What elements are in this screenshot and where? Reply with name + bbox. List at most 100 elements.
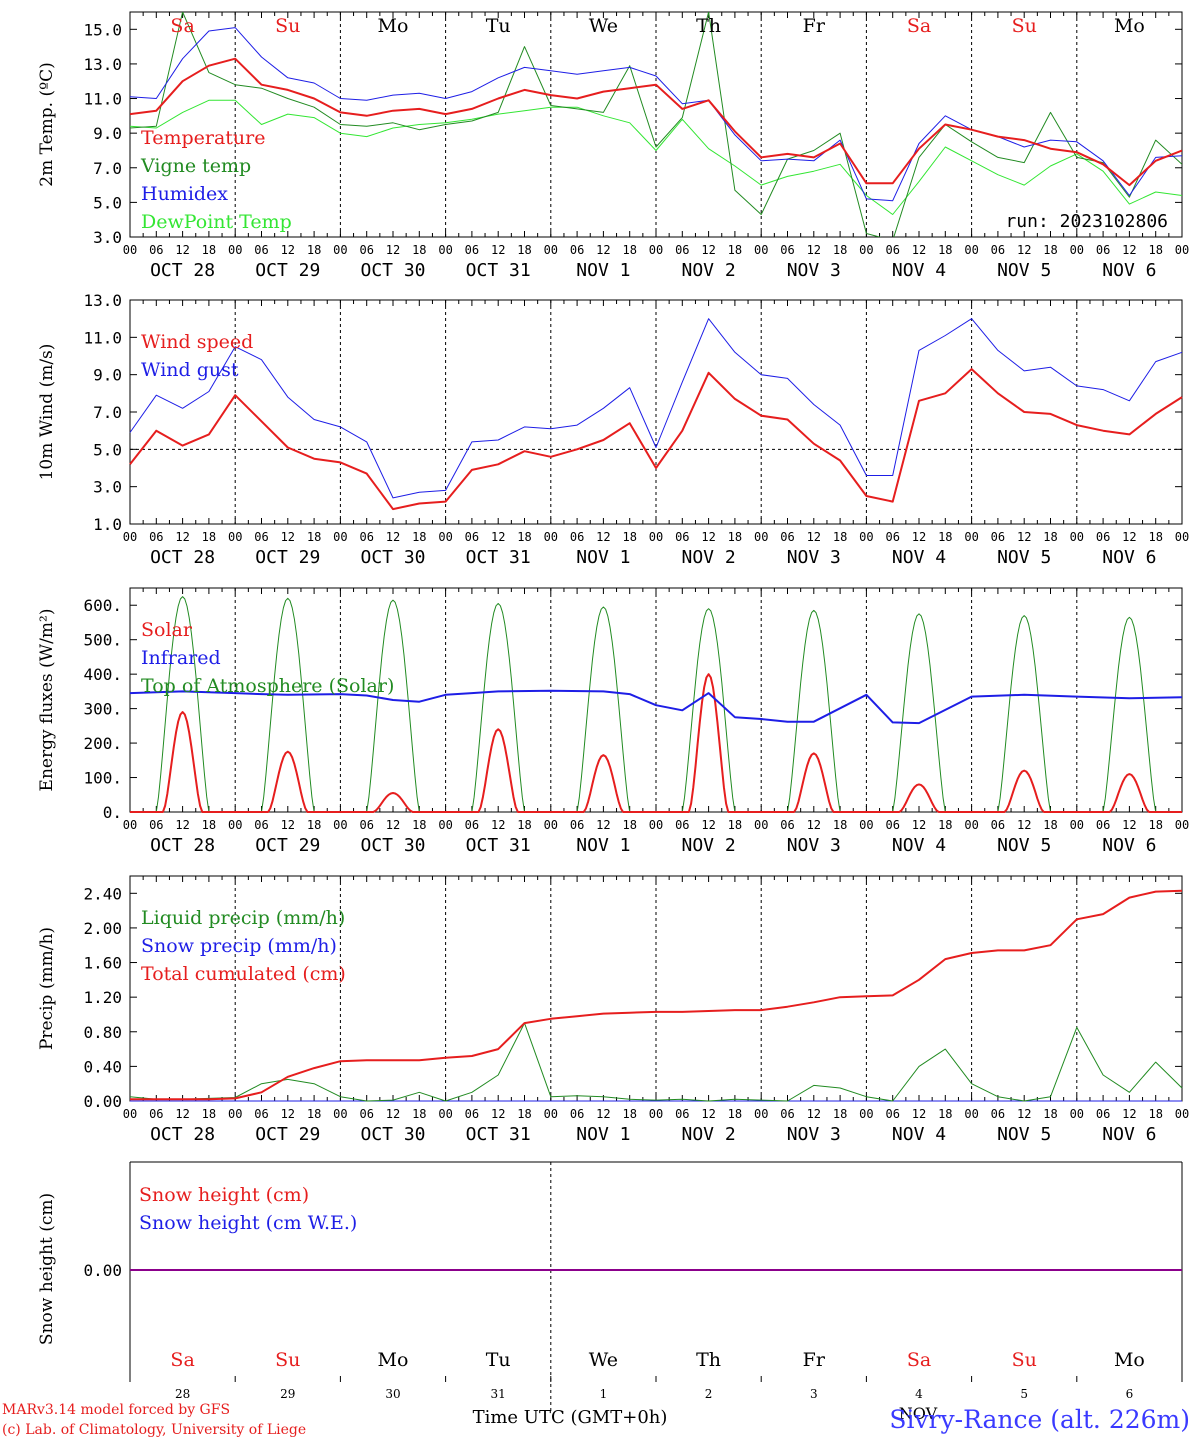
y-tick-label: 500. [83, 631, 122, 650]
hour-label: 06 [465, 243, 479, 257]
legend-entry: Total cumulated (cm) [141, 963, 346, 985]
y-tick-label: 9.0 [93, 124, 122, 143]
date-label: NOV 1 [576, 835, 630, 856]
y-tick-label: 7.0 [93, 403, 122, 422]
y-tick-label: 13.0 [83, 55, 122, 74]
hour-label: 00 [859, 1107, 873, 1121]
hour-label: 18 [728, 1107, 742, 1121]
credit-line-1: MARv3.14 model forced by GFS [2, 1402, 230, 1418]
hour-label: 06 [675, 818, 689, 832]
hour-label: 18 [202, 530, 216, 544]
y-tick-label: 0.40 [83, 1057, 122, 1076]
hour-label: 12 [912, 530, 926, 544]
date-label: NOV 5 [997, 260, 1051, 281]
hour-label: 18 [938, 1107, 952, 1121]
date-label: NOV 5 [997, 1124, 1051, 1145]
hour-label: 12 [281, 818, 295, 832]
series-line-1 [130, 12, 1182, 237]
hour-label: 00 [649, 1107, 663, 1121]
hour-label: 12 [807, 1107, 821, 1121]
date-label: OCT 28 [150, 1124, 215, 1145]
y-tick-label: 200. [83, 734, 122, 753]
hour-label: 06 [780, 1107, 794, 1121]
date-label: OCT 28 [150, 260, 215, 281]
hour-label: 12 [701, 818, 715, 832]
y-axis-label: 2m Temp. (ºC) [37, 62, 57, 187]
series-line-2 [130, 27, 1182, 202]
hour-label: 18 [1148, 1107, 1162, 1121]
hour-label: 00 [754, 1107, 768, 1121]
hour-label: 00 [1175, 530, 1189, 544]
panel-1: 00 06 12 18 00 06 12 18 00 06 12 18 00 06 12 18 00 06 12 18… [37, 11, 1189, 281]
date-label: OCT 31 [466, 547, 531, 568]
hour-label: 00 [754, 530, 768, 544]
hour-label: 18 [307, 818, 321, 832]
hour-label: 12 [175, 818, 189, 832]
legend-entry: Humidex [141, 183, 228, 205]
date-label: OCT 29 [255, 260, 320, 281]
date-label: OCT 28 [150, 835, 215, 856]
hour-label: 00 [649, 243, 663, 257]
hour-label: 00 [544, 818, 558, 832]
hour-label: 06 [254, 530, 268, 544]
weekday-label: Sa [170, 15, 194, 37]
date-number: 6 [1126, 1387, 1134, 1401]
hour-label: 18 [1043, 818, 1057, 832]
legend-entry: Vigne temp [140, 155, 251, 177]
legend-entry: Temperature [141, 127, 265, 149]
y-tick-label: 0. [103, 803, 122, 822]
date-label: NOV 6 [1102, 1124, 1156, 1145]
date-label: NOV 6 [1102, 835, 1156, 856]
date-number: 31 [491, 1387, 506, 1401]
hour-label: 18 [1148, 818, 1162, 832]
y-tick-label: 5.0 [93, 440, 122, 459]
hour-label: 00 [333, 818, 347, 832]
date-label: NOV 3 [787, 547, 841, 568]
weekday-label: Su [1012, 1349, 1037, 1371]
hour-label: 00 [438, 1107, 452, 1121]
hour-label: 12 [1017, 243, 1031, 257]
hour-label: 12 [1122, 243, 1136, 257]
hour-label: 18 [1043, 243, 1057, 257]
hour-label: 00 [228, 530, 242, 544]
hour-label: 06 [885, 1107, 899, 1121]
hour-label: 18 [833, 530, 847, 544]
hour-label: 00 [544, 243, 558, 257]
hour-label: 06 [780, 530, 794, 544]
y-axis-label: 10m Wind (m/s) [37, 344, 57, 481]
date-label: NOV 6 [1102, 260, 1156, 281]
hour-label: 06 [149, 243, 163, 257]
hour-label: 00 [333, 243, 347, 257]
y-axis-label: Precip (mm/h) [37, 927, 57, 1050]
hour-label: 12 [807, 530, 821, 544]
hour-label: 12 [596, 243, 610, 257]
y-tick-label: 3.0 [93, 478, 122, 497]
hour-label: 06 [675, 530, 689, 544]
hour-label: 06 [1096, 818, 1110, 832]
hour-label: 06 [1096, 530, 1110, 544]
date-label: NOV 2 [682, 260, 736, 281]
y-tick-label: 3.0 [93, 228, 122, 247]
hour-label: 06 [991, 530, 1005, 544]
weekday-label: We [589, 1349, 618, 1371]
series-line-0 [130, 57, 1182, 187]
hour-label: 12 [175, 1107, 189, 1121]
y-tick-label: 7.0 [93, 159, 122, 178]
hour-label: 06 [675, 1107, 689, 1121]
date-label: NOV 3 [787, 260, 841, 281]
credit-line-2: (c) Lab. of Climatology, University of L… [2, 1422, 306, 1438]
hour-label: 18 [728, 243, 742, 257]
y-tick-label: 0.00 [83, 1261, 122, 1280]
y-tick-label: 1.0 [93, 515, 122, 534]
date-label: NOV 4 [892, 1124, 946, 1145]
hour-label: 12 [912, 243, 926, 257]
hour-label: 12 [386, 818, 400, 832]
hour-label: 12 [281, 1107, 295, 1121]
date-label: OCT 30 [360, 547, 425, 568]
panel-4: 00 06 12 18 00 06 12 18 00 06 12 18 00 06 12 18 00 06 12 18… [37, 875, 1189, 1145]
series-line-3 [130, 99, 1182, 215]
hour-label: 18 [1043, 1107, 1057, 1121]
hour-label: 18 [728, 530, 742, 544]
date-label: OCT 31 [466, 260, 531, 281]
infrared-line [129, 689, 1183, 725]
